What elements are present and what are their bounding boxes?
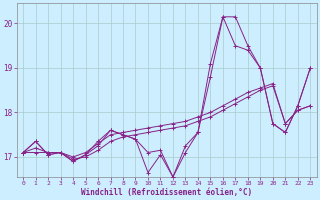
- X-axis label: Windchill (Refroidissement éolien,°C): Windchill (Refroidissement éolien,°C): [81, 188, 252, 197]
